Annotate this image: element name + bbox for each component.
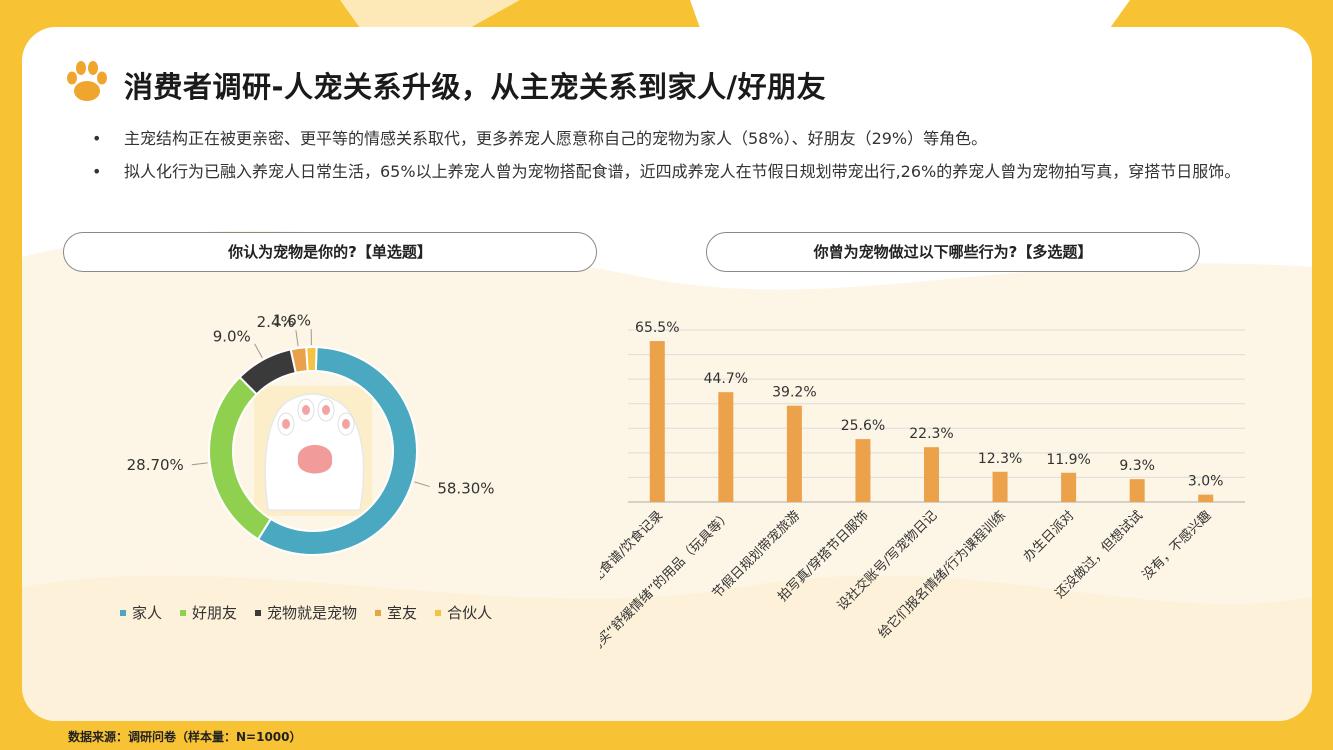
bar	[1129, 479, 1145, 502]
slice-value-label: 28.70%	[127, 456, 184, 474]
leader-line	[191, 462, 208, 466]
donut-chart: 58.30% 28.70% 9.0% 2.4%1.6%	[127, 312, 495, 556]
legend-item: 家人	[120, 602, 162, 623]
legend-item: 宠物就是宠物	[255, 602, 357, 623]
legend-label: 宠物就是宠物	[267, 604, 358, 622]
bar	[924, 447, 939, 502]
bar-value-label: 65.5%	[635, 320, 679, 336]
slice-value-label: 58.30%	[437, 479, 494, 497]
slice-value-label: 2.4%	[257, 313, 295, 331]
bar-chart: 65.5% 44.7% 39.2% 25.6% 22.3% 12.3% 11.9% 9.3% 3…	[600, 320, 1245, 658]
leader-line	[254, 343, 263, 359]
bullet-marker: •	[92, 129, 102, 148]
leader-line	[295, 330, 299, 347]
legend-item: 合伙人	[435, 602, 492, 623]
background-stripes	[340, 0, 1130, 28]
data-source: 数据来源：调研问卷（样本量：N=1000）	[68, 730, 302, 744]
bar-value-label: 22.3%	[909, 426, 953, 442]
bar	[992, 471, 1008, 502]
slice-value-label: 1.6%	[273, 312, 311, 330]
bar	[718, 392, 734, 502]
slice-value-label: 9.0%	[213, 327, 251, 345]
right-chart-title: 你曾为宠物做过以下哪些行为?【多选题】	[706, 232, 1200, 272]
category-label: 没有，不感兴趣	[1139, 508, 1215, 584]
bar-value-label: 3.0%	[1188, 474, 1224, 490]
category-label: 给它们报名情绪/行为课程训练	[875, 508, 1009, 642]
bullet-item: • 拟人化行为已融入养宠人日常生活，65%以上养宠人曾为宠物搭配食谱，近四成养宠…	[92, 155, 1252, 188]
bar	[1198, 494, 1214, 502]
bullet-text: 拟人化行为已融入养宠人日常生活，65%以上养宠人曾为宠物搭配食谱，近四成养宠人在…	[124, 162, 1241, 181]
donut-slice	[256, 346, 418, 556]
donut-slice	[305, 346, 318, 373]
leader-line	[414, 481, 430, 488]
bar-value-label: 9.3%	[1119, 458, 1155, 474]
bar	[1061, 472, 1077, 502]
bar-value-label: 39.2%	[772, 385, 816, 401]
bar-value-label: 11.9%	[1046, 452, 1090, 468]
legend-label: 家人	[132, 604, 163, 622]
legend-item: 室友	[375, 602, 417, 623]
donut-legend: 家人 好朋友 宠物就是宠物 室友 合伙人	[120, 602, 492, 623]
bar-value-label: 25.6%	[841, 418, 885, 434]
legend-item: 好朋友	[180, 602, 237, 623]
paw-illustration	[254, 386, 372, 516]
legend-label: 好朋友	[192, 604, 238, 622]
bar-value-label: 44.7%	[704, 371, 748, 387]
bar	[855, 439, 871, 502]
page-title: 消费者调研-人宠关系升级，从主宠关系到家人/好朋友	[124, 70, 827, 104]
category-label: 购买“舒缓情绪”的用品（玩具等）	[600, 508, 735, 658]
bar-value-label: 12.3%	[978, 451, 1022, 467]
paw-logo-icon	[67, 61, 107, 101]
bullet-item: • 主宠结构正在被更亲密、更平等的情感关系取代，更多养宠人愿意称自己的宠物为家人…	[92, 122, 1252, 155]
bullet-marker: •	[92, 162, 102, 181]
bar	[649, 341, 665, 502]
legend-label: 合伙人	[447, 604, 493, 622]
legend-label: 室友	[387, 604, 418, 622]
category-label: 办生日派对	[1021, 508, 1078, 565]
bar	[786, 405, 802, 502]
bullet-list: • 主宠结构正在被更亲密、更平等的情感关系取代，更多养宠人愿意称自己的宠物为家人…	[92, 122, 1252, 188]
left-chart-title: 你认为宠物是你的?【单选题】	[63, 232, 597, 272]
bullet-text: 主宠结构正在被更亲密、更平等的情感关系取代，更多养宠人愿意称自己的宠物为家人（5…	[124, 129, 988, 148]
